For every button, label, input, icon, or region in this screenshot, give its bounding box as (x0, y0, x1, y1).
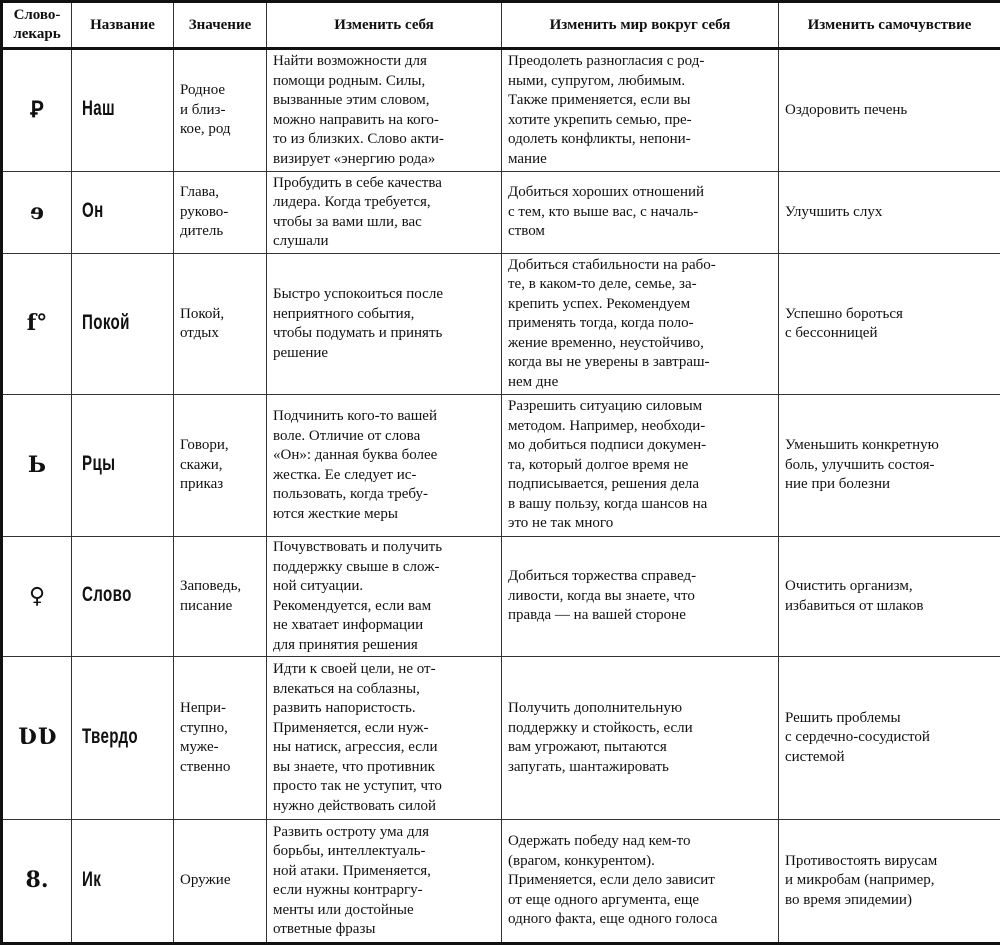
letter-glyph-icon: ♀ (2, 537, 72, 657)
change-self-cell: Найти возможности для помощи родным. Сил… (267, 49, 502, 172)
header-change-self: Изменить себя (267, 2, 502, 49)
change-world-cell: Добиться хороших отношений с тем, кто вы… (502, 172, 779, 254)
meaning-cell: Заповедь, писание (174, 537, 267, 657)
header-word-healer: Слово- лекарь (2, 2, 72, 49)
table-row: 8. Ик Оружие Развить остроту ума для бор… (2, 820, 1000, 944)
meaning-cell: Непри- ступно, муже- ственно (174, 657, 267, 820)
table-row: Ь Рцы Говори, скажи, приказ Подчинить ко… (2, 395, 1000, 537)
change-self-cell: Почувствовать и получить поддержку свыше… (267, 537, 502, 657)
letter-name-text: Наш (82, 99, 115, 119)
table-row: ƲƲ Твердо Непри- ступно, муже- ственно И… (2, 657, 1000, 820)
table-row: ɘ Он Глава, руково- дитель Пробудить в с… (2, 172, 1000, 254)
letter-name: Покой (72, 254, 174, 395)
change-world-cell: Получить дополнительную поддержку и стой… (502, 657, 779, 820)
change-self-cell: Развить остроту ума для борьбы, интеллек… (267, 820, 502, 944)
letter-name: Слово (72, 537, 174, 657)
change-world-cell: Разрешить ситуацию силовым методом. Напр… (502, 395, 779, 537)
letter-name: Ик (72, 820, 174, 944)
letter-glyph-icon: 8. (2, 820, 72, 944)
change-self-cell: Пробудить в себе качества лидера. Когда … (267, 172, 502, 254)
letter-glyph-icon: ɘ (2, 172, 72, 254)
change-world-cell: Преодолеть разногласия с род- ными, супр… (502, 49, 779, 172)
change-health-cell: Очистить организм, избавиться от шлаков (779, 537, 1000, 657)
letter-name-text: Ик (82, 870, 101, 890)
header-row: Слово- лекарь Название Значение Изменить… (2, 2, 1000, 49)
table-row: ♀ Слово Заповедь, писание Почувствовать … (2, 537, 1000, 657)
table-row: Ꝑ Наш Родное и близ- кое, род Найти возм… (2, 49, 1000, 172)
change-health-cell: Оздоровить печень (779, 49, 1000, 172)
change-health-cell: Успешно бороться с бессонницей (779, 254, 1000, 395)
header-change-health: Изменить самочувствие (779, 2, 1000, 49)
letter-glyph-icon: ƲƲ (2, 657, 72, 820)
header-change-world: Изменить мир вокруг себя (502, 2, 779, 49)
meaning-cell: Покой, отдых (174, 254, 267, 395)
letter-glyph-icon: Ь (2, 395, 72, 537)
change-world-cell: Добиться торжества справед- ливости, ког… (502, 537, 779, 657)
letter-name: Он (72, 172, 174, 254)
change-health-cell: Решить проблемы с сердечно-сосудистой си… (779, 657, 1000, 820)
letter-glyph-icon: f° (2, 254, 72, 395)
letter-name-text: Твердо (82, 727, 138, 747)
change-health-cell: Уменьшить конкретную боль, улучшить сост… (779, 395, 1000, 537)
letter-glyph-icon: Ꝑ (2, 49, 72, 172)
letter-name-text: Он (82, 201, 104, 221)
header-name: Название (72, 2, 174, 49)
letter-name: Рцы (72, 395, 174, 537)
change-self-cell: Быстро успокоиться после неприятного соб… (267, 254, 502, 395)
letter-name-text: Покой (82, 313, 130, 333)
letter-name-text: Рцы (82, 454, 115, 474)
meaning-cell: Оружие (174, 820, 267, 944)
change-world-cell: Добиться стабильности на рабо- те, в как… (502, 254, 779, 395)
header-meaning: Значение (174, 2, 267, 49)
letter-name: Твердо (72, 657, 174, 820)
letter-name-text: Слово (82, 585, 132, 605)
change-self-cell: Идти к своей цели, не от- влекаться на с… (267, 657, 502, 820)
meaning-cell: Родное и близ- кое, род (174, 49, 267, 172)
letter-name: Наш (72, 49, 174, 172)
meaning-cell: Глава, руково- дитель (174, 172, 267, 254)
change-world-cell: Одержать победу над кем-то (врагом, конк… (502, 820, 779, 944)
change-health-cell: Улучшить слух (779, 172, 1000, 254)
table-row: f° Покой Покой, отдых Быстро успокоиться… (2, 254, 1000, 395)
change-health-cell: Противостоять вирусам и микробам (наприм… (779, 820, 1000, 944)
change-self-cell: Подчинить кого-то вашей воле. Отличие от… (267, 395, 502, 537)
meaning-cell: Говори, скажи, приказ (174, 395, 267, 537)
